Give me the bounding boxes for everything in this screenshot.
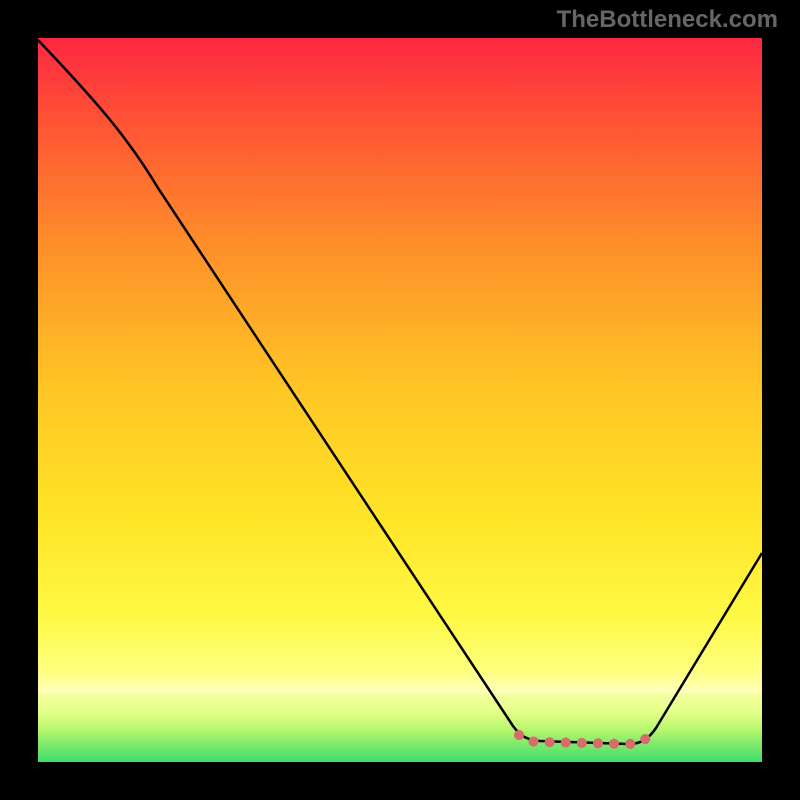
bottleneck-curve [38,40,762,744]
chart-container: TheBottleneck.com [0,0,800,800]
optimal-range-highlight [519,732,652,744]
curve-layer [38,38,762,762]
chart-area [38,38,762,762]
watermark-text: TheBottleneck.com [557,6,778,34]
